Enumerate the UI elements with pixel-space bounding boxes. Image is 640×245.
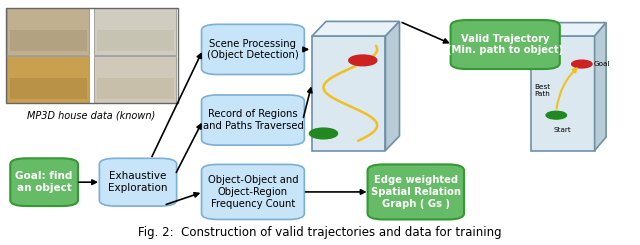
Text: Goal: find
an object: Goal: find an object	[15, 172, 73, 193]
Bar	[10, 30, 86, 51]
Text: Goal: Goal	[593, 61, 610, 67]
Polygon shape	[595, 23, 606, 150]
FancyBboxPatch shape	[202, 164, 305, 220]
Text: Record of Regions
and Paths Traversed: Record of Regions and Paths Traversed	[202, 109, 303, 131]
FancyBboxPatch shape	[202, 95, 305, 145]
Bar	[7, 57, 89, 103]
Circle shape	[310, 128, 337, 139]
Text: Edge weighted
Spatial Relation
Graph ( Gs ): Edge weighted Spatial Relation Graph ( G…	[371, 175, 461, 208]
Text: Object-Object and
Object-Region
Frequency Count: Object-Object and Object-Region Frequenc…	[207, 175, 298, 208]
Bar	[7, 8, 89, 55]
Bar	[97, 78, 173, 99]
Text: Scene Processing
(Object Detection): Scene Processing (Object Detection)	[207, 39, 299, 60]
Text: Start: Start	[554, 127, 572, 133]
Bar	[97, 30, 173, 51]
Polygon shape	[385, 21, 399, 150]
Bar	[94, 57, 176, 103]
Text: Exhaustive
Exploration: Exhaustive Exploration	[108, 172, 168, 193]
Circle shape	[572, 60, 592, 68]
FancyBboxPatch shape	[367, 164, 464, 220]
Bar	[6, 8, 177, 103]
Text: Fig. 2:  Construction of valid trajectories and data for training: Fig. 2: Construction of valid trajectori…	[138, 226, 502, 239]
Bar	[531, 36, 595, 150]
Text: Best
Path: Best Path	[534, 84, 550, 97]
Polygon shape	[312, 21, 399, 36]
FancyBboxPatch shape	[99, 158, 177, 206]
Text: Valid Trajectory
(Min. path to object): Valid Trajectory (Min. path to object)	[447, 34, 563, 55]
Bar	[10, 78, 86, 99]
FancyBboxPatch shape	[10, 158, 78, 206]
Polygon shape	[531, 23, 606, 36]
Circle shape	[546, 111, 566, 119]
Circle shape	[349, 55, 377, 66]
Bar	[312, 36, 385, 150]
FancyBboxPatch shape	[202, 24, 305, 74]
Bar	[94, 8, 176, 55]
Text: MP3D house data (known): MP3D house data (known)	[28, 110, 156, 120]
FancyBboxPatch shape	[451, 20, 560, 69]
